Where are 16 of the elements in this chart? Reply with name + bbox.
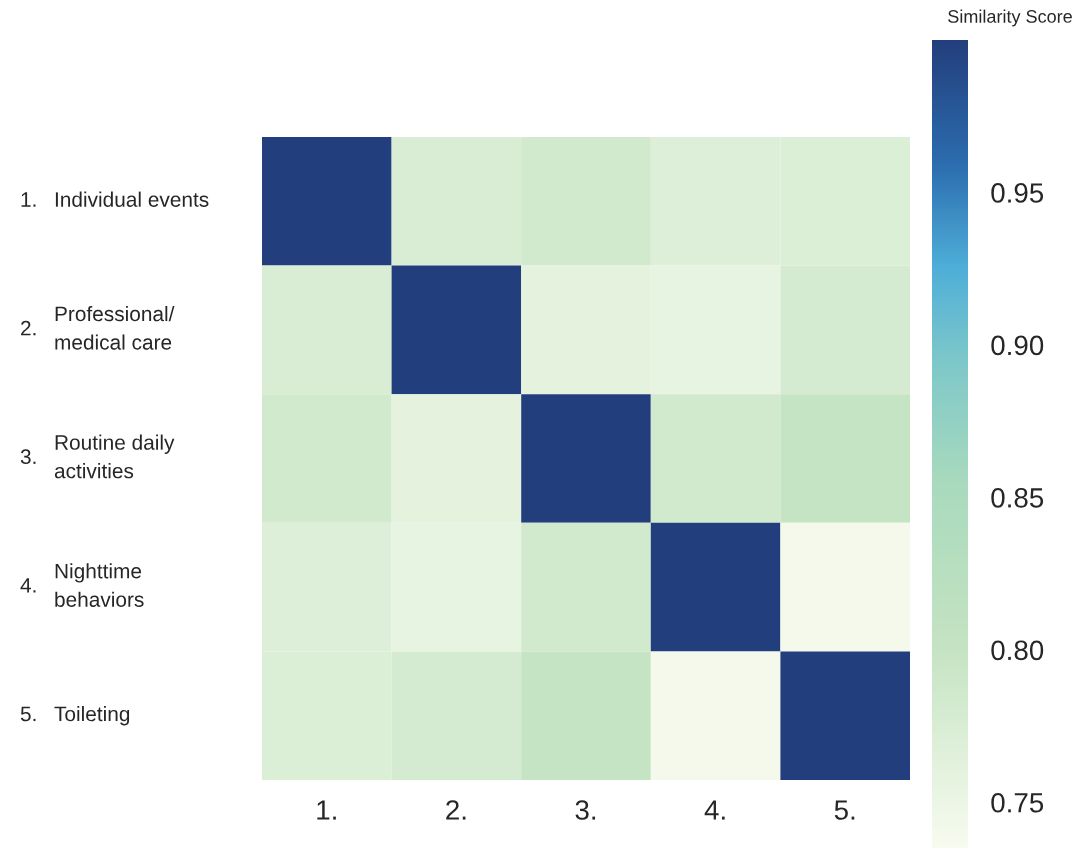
x-tick-label: 4.: [704, 800, 725, 820]
color-bar-label: 0.90: [991, 335, 1044, 356]
y-tick-label: 5. Toileting: [20, 705, 130, 726]
x-tick-label: 1.: [317, 800, 336, 820]
color-bar-label: 0.80: [991, 640, 1044, 661]
y-tick-label: 2. Professional/ medical care: [21, 305, 175, 350]
color-bar-label: 0.95: [991, 183, 1044, 203]
y-tick-label: 3. Routine daily activities: [20, 434, 175, 479]
y-tick-label: 4. Nighttime behaviors: [20, 563, 144, 607]
x-tick-label: 5.: [834, 800, 855, 820]
color-bar-label: 0.85: [991, 488, 1044, 508]
color-bar-title: Similarity Score: [948, 9, 1072, 27]
y-tick-label: 1. Individual events: [21, 191, 209, 207]
color-bar-label: 0.75: [991, 792, 1044, 813]
x-tick-label: 3.: [575, 800, 596, 820]
x-tick-label: 2.: [446, 800, 466, 820]
